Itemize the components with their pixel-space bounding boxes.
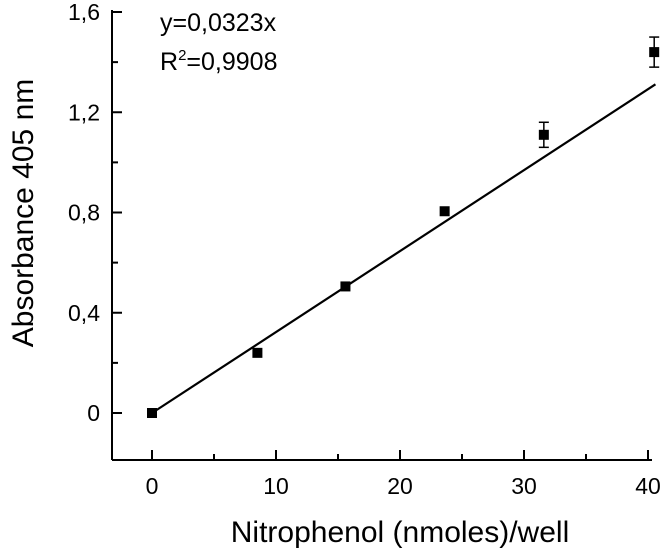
x-tick-label: 10 xyxy=(263,473,289,499)
y-axis-label: Absorbance 405 nm xyxy=(7,79,40,348)
r-squared-value: =0,9908 xyxy=(186,48,277,76)
x-tick-label: 40 xyxy=(635,473,661,499)
axes: 0 0,4 0,8 1,2 1,6 0 10 20 30 40 xyxy=(68,0,661,499)
fit-line-group xyxy=(151,83,657,414)
fit-equation: y=0,0323x xyxy=(160,9,277,37)
y-tick-label: 1,2 xyxy=(68,99,100,125)
data-point xyxy=(340,281,351,292)
y-tick-label: 0,4 xyxy=(68,300,100,326)
data-points xyxy=(147,36,660,418)
y-tick-label: 0,8 xyxy=(68,200,100,226)
data-point xyxy=(147,408,157,418)
r-squared: R2=0,9908 xyxy=(160,47,277,76)
y-tick-label: 1,6 xyxy=(68,0,100,25)
data-point xyxy=(649,47,660,58)
y-tick-label: 0 xyxy=(87,400,100,426)
y-ticks: 0 0,4 0,8 1,2 1,6 xyxy=(68,0,122,426)
r-squared-superscript: 2 xyxy=(178,47,186,64)
x-tick-label: 0 xyxy=(146,473,159,499)
x-tick-label: 20 xyxy=(387,473,413,499)
data-point xyxy=(439,206,450,217)
data-point xyxy=(538,129,549,140)
x-tick-label: 30 xyxy=(511,473,537,499)
fit-line xyxy=(151,83,657,414)
r-squared-prefix: R xyxy=(160,48,178,76)
x-axis-label: Nitrophenol (nmoles)/well xyxy=(231,516,569,549)
x-ticks: 0 10 20 30 40 xyxy=(146,450,661,499)
data-point xyxy=(252,347,263,358)
